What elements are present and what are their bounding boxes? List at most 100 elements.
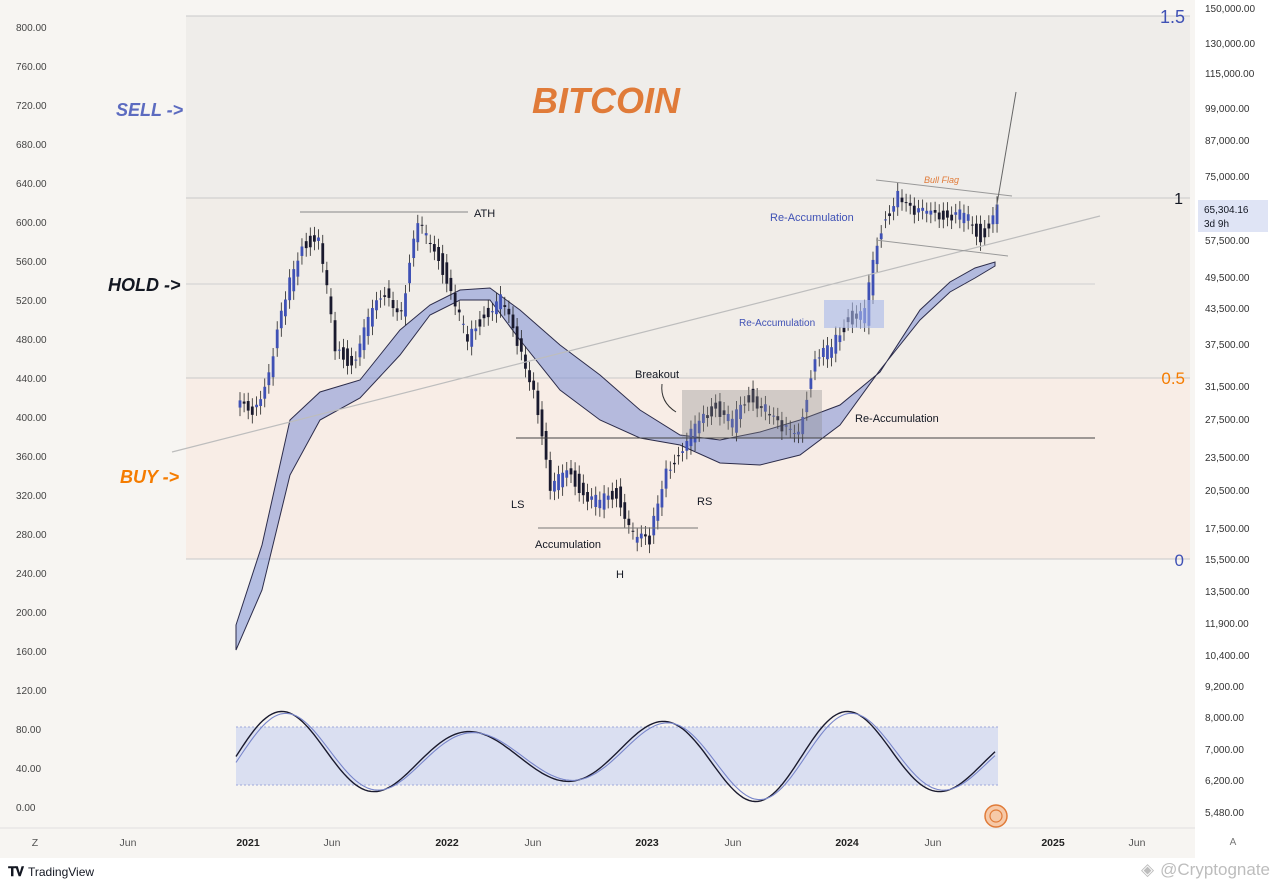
candle-body [726, 413, 730, 422]
candle-body [284, 299, 287, 317]
candle-body [735, 409, 738, 433]
candle-body [656, 503, 660, 521]
price-axis-tick-label: 13,500.00 [1205, 587, 1250, 598]
candle-body [478, 319, 482, 327]
candle-body [606, 495, 610, 500]
candle-body [573, 470, 577, 487]
candle-body [668, 469, 672, 471]
trendline [171, 215, 1101, 453]
candle-body [548, 460, 552, 491]
candle-body [486, 307, 490, 318]
candle-body [619, 486, 623, 508]
candle-body [490, 311, 494, 313]
candle-body [536, 390, 540, 416]
tradingview-logo[interactable]: 𝐓𝐕 TradingView [8, 864, 94, 880]
price-axis-tick-label: 31,500.00 [1205, 382, 1250, 393]
candle-body [842, 327, 846, 333]
left-axis-tick-label: 40.00 [16, 764, 41, 775]
candle-body [813, 359, 817, 372]
candle-body [242, 401, 246, 404]
candle-body [354, 359, 358, 361]
candle-body [499, 294, 502, 310]
x-axis-tick-label: Jun [120, 837, 137, 849]
left-axis-tick-label: 520.00 [16, 296, 47, 307]
tradingview-brand: TradingView [28, 865, 95, 879]
left-axis-tick-label: 240.00 [16, 569, 47, 580]
candle-body [255, 404, 258, 408]
candle-body [470, 328, 474, 347]
candle-body [602, 493, 606, 510]
price-axis-tick-label: 9,200.00 [1205, 682, 1244, 693]
candle-body [627, 518, 631, 526]
candle-body [503, 305, 507, 307]
left-axis-tick-label: 360.00 [16, 452, 47, 463]
candle-body [941, 210, 945, 220]
x-axis-tick-label: Jun [525, 837, 542, 849]
candle-body [333, 320, 337, 352]
price-axis-tick-label: 49,500.00 [1205, 273, 1250, 284]
left-axis-tick-label: 440.00 [16, 374, 47, 385]
candle-body [983, 228, 987, 238]
current-price-interval: 3d 9h [1204, 219, 1229, 230]
zone-label-buy: BUY -> [120, 467, 180, 487]
candle-body [652, 515, 656, 536]
candle-body [780, 420, 784, 432]
grid-layer: 800.00 760.00 720.00 680.00 640.00 600.00 560.… [0, 4, 1255, 849]
candle-body [399, 310, 403, 312]
annotation-reaccumulation-top: Re-Accumulation [770, 212, 854, 224]
price-axis-tick-label: 23,500.00 [1205, 453, 1250, 464]
candle-body [892, 206, 896, 212]
price-axis-tick-label: 8,000.00 [1205, 713, 1244, 724]
candle-body [342, 347, 345, 360]
candle-body [958, 209, 962, 220]
candle-body [383, 295, 387, 297]
candle-body [879, 233, 883, 240]
candle-body [673, 462, 676, 465]
candle-body [313, 235, 316, 242]
price-axis-tick-label: 43,500.00 [1205, 304, 1250, 315]
price-axis-tick-label: 17,500.00 [1205, 524, 1250, 535]
annotation-rs: RS [697, 496, 712, 508]
candle-body [391, 300, 395, 309]
candle-body [809, 378, 813, 389]
x-axis-tick-label: 2023 [635, 837, 659, 849]
x-axis-tick-label: 2022 [435, 837, 459, 849]
candle-body [821, 347, 825, 357]
candle-body [474, 328, 478, 332]
candle-layer [238, 182, 999, 554]
candle-body [644, 534, 647, 537]
candle-body [561, 472, 565, 488]
annotation-bull-flag: Bull Flag [924, 175, 959, 185]
candle-body [900, 197, 904, 203]
candle-body [532, 380, 536, 390]
exchange-logo-icon [984, 804, 1008, 828]
candle-body [755, 396, 759, 409]
candle-body [801, 416, 805, 435]
candle-body [739, 404, 742, 420]
candle-body [776, 416, 780, 421]
candle-body [515, 326, 519, 346]
candle-body [763, 404, 767, 412]
candle-body [544, 430, 548, 460]
left-axis-tick-label: 600.00 [16, 218, 47, 229]
candle-body [317, 237, 320, 241]
candle-body [350, 355, 353, 366]
candle-body [623, 502, 627, 519]
moving-average-ribbon [235, 261, 996, 651]
zone-label-hold: HOLD -> [108, 275, 181, 295]
candle-body [788, 428, 792, 430]
candle-body [648, 535, 651, 545]
candle-body [412, 238, 416, 259]
price-axis-tick-label: 57,500.00 [1205, 236, 1250, 247]
candle-body [371, 308, 374, 327]
candle-body [507, 308, 511, 315]
left-axis-tick-label: 640.00 [16, 179, 47, 190]
left-axis-tick-label: 0.00 [16, 803, 36, 814]
price-axis-tick-label: 99,000.00 [1205, 104, 1250, 115]
candle-body [759, 406, 763, 409]
candle-body [432, 244, 436, 252]
candle-body [792, 433, 796, 435]
candle-body [615, 488, 618, 499]
candle-body [246, 401, 250, 411]
